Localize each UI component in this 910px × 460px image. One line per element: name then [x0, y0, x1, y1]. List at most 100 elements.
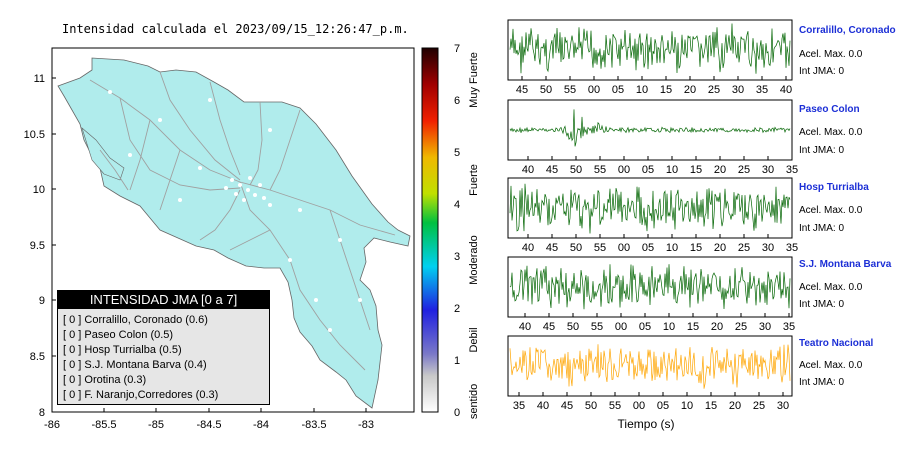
- colorbar-tick: 0: [454, 407, 460, 419]
- colorbar-tick: 3: [454, 251, 460, 263]
- waveform-tick-label: 05: [642, 242, 654, 254]
- waveform-tick-label: 30: [762, 164, 774, 176]
- waveform-trace: [509, 344, 791, 389]
- x-tick: -83: [358, 419, 374, 431]
- waveform-tick-label: 00: [588, 84, 600, 96]
- waveform-panel: 40 45 50 55 00 05 10 15 20 25 30 35: [507, 256, 795, 333]
- waveform-panel: 45 50 55 00 05 10 15 20 25 30 35 40: [507, 19, 793, 96]
- waveform-tick-label: 40: [537, 400, 549, 412]
- city-dots: [108, 90, 362, 332]
- station-acel: Acel. Max. 0.0: [799, 360, 863, 371]
- waveform-tick-label: 40: [519, 321, 531, 333]
- waveform-tick-label: 00: [615, 321, 627, 333]
- waveform-tick-label: 35: [513, 400, 525, 412]
- waveform-tick-label: 20: [729, 400, 741, 412]
- station-name: Paseo Colon: [799, 104, 860, 115]
- station-name: Teatro Nacional: [799, 338, 874, 349]
- legend-row: [ 0 ] Orotina (0.3): [63, 374, 147, 386]
- waveform-tick-label: 20: [684, 84, 696, 96]
- waveform-tick-label: 55: [594, 242, 606, 254]
- waveform-tick-label: 30: [732, 84, 744, 96]
- waveform-tick-label: 45: [561, 400, 573, 412]
- x-tick: -85: [148, 419, 164, 431]
- colorbar-label: Muy Fuerte: [468, 52, 480, 108]
- waveform-tick-label: 25: [708, 84, 720, 96]
- x-tick: -84: [253, 419, 269, 431]
- colorbar-tick: 4: [454, 199, 460, 211]
- waveform-tick-label: 30: [759, 321, 771, 333]
- waveform-tick-label: 35: [783, 321, 795, 333]
- y-tick: 8.5: [30, 351, 45, 363]
- waveform-panels: 45 50 55 00 05 10 15 20 25 30 35 40 40 45 50 55 00 05 10 15…: [507, 19, 798, 431]
- station-acel: Acel. Max. 0.0: [799, 127, 863, 138]
- waveform-trace: [509, 183, 791, 234]
- waveform-tick-label: 50: [540, 84, 552, 96]
- waveform-tick-label: 50: [570, 164, 582, 176]
- costa-rica-land: [57, 57, 411, 409]
- waveform-tick-label: 25: [735, 321, 747, 333]
- waveform-tick-label: 25: [738, 242, 750, 254]
- waveform-tick-label: 10: [636, 84, 648, 96]
- intensity-legend: INTENSIDAD JMA [0 a 7] [ 0 ] Corralillo,…: [57, 290, 270, 405]
- waveform-tick-label: 05: [612, 84, 624, 96]
- waveform-tick-label: 10: [666, 164, 678, 176]
- waveform-tick-label: 55: [594, 164, 606, 176]
- y-tick: 8: [39, 407, 45, 419]
- legend-row: [ 0 ] F. Naranjo,Corredores (0.3): [63, 389, 219, 401]
- x-tick: -84.5: [196, 419, 221, 431]
- waveform-panel: 40 45 50 55 00 05 10 15 20 25 30 35: [507, 177, 798, 254]
- waveform-trace: [509, 264, 791, 310]
- y-tick: 10: [33, 184, 45, 196]
- station-name: Hosp Turrialba: [799, 182, 869, 193]
- waveform-tick-label: 20: [714, 242, 726, 254]
- waveform-tick-label: 15: [687, 321, 699, 333]
- station-int: Int JMA: 0: [799, 223, 845, 234]
- legend-row: [ 0 ] S.J. Montana Barva (0.4): [63, 359, 207, 371]
- waveform-tick-label: 35: [756, 84, 768, 96]
- station-name: S.J. Montana Barva: [799, 259, 892, 270]
- waveform-tick-label: 00: [618, 164, 630, 176]
- station-acel: Acel. Max. 0.0: [799, 49, 863, 60]
- colorbar-label: Moderado: [468, 235, 480, 285]
- waveform-tick-label: 45: [546, 164, 558, 176]
- colorbar-tick: 7: [454, 43, 460, 55]
- road-network: [89, 71, 396, 371]
- waveform-tick-label: 10: [666, 242, 678, 254]
- waveform-tick-label: 45: [516, 84, 528, 96]
- waveform-tick-label: 40: [780, 84, 792, 96]
- station-int: Int JMA: 0: [799, 145, 845, 156]
- y-tick: 10.5: [24, 129, 45, 141]
- waveform-tick-label: 05: [639, 321, 651, 333]
- waveform-tick-label: 05: [642, 164, 654, 176]
- waveform-tick-label: 20: [714, 164, 726, 176]
- legend-row: [ 0 ] Paseo Colon (0.5): [63, 329, 174, 341]
- station-int: Int JMA: 0: [799, 66, 845, 77]
- waveform-tick-label: 45: [546, 242, 558, 254]
- waveform-tick-label: 15: [705, 400, 717, 412]
- waveform-frame: [507, 177, 793, 239]
- waveform-trace: [509, 23, 791, 74]
- colorbar-tick: 6: [454, 95, 460, 107]
- waveform-tick-label: 35: [786, 164, 798, 176]
- colorbar-scale: [421, 47, 439, 413]
- colorbar-label: Debil: [468, 327, 480, 352]
- waveform-trace: [509, 109, 791, 147]
- waveform-tick-label: 30: [777, 400, 789, 412]
- x-tick: -85.5: [91, 419, 116, 431]
- waveform-tick-label: 05: [657, 400, 669, 412]
- waveform-tick-label: 15: [660, 84, 672, 96]
- waveform-tick-label: 40: [522, 242, 534, 254]
- colorbar-tick: 2: [454, 303, 460, 315]
- legend-title: INTENSIDAD JMA [0 a 7]: [58, 291, 269, 309]
- waveform-tick-label: 15: [690, 164, 702, 176]
- colorbar-label: No sentido: [468, 384, 480, 420]
- x-tick: -86: [44, 419, 60, 431]
- waveform-tick-label: 35: [786, 242, 798, 254]
- waveform-tick-label: 50: [585, 400, 597, 412]
- waveform-panel: 40 45 50 55 00 05 10 15 20 25 30 35: [507, 99, 798, 176]
- waveform-xlabel: Tiempo (s): [618, 417, 675, 431]
- x-tick: -83.5: [301, 419, 326, 431]
- y-tick: 9.5: [30, 240, 45, 252]
- waveform-tick-label: 00: [633, 400, 645, 412]
- station-name: Corralillo, Coronado: [799, 25, 896, 36]
